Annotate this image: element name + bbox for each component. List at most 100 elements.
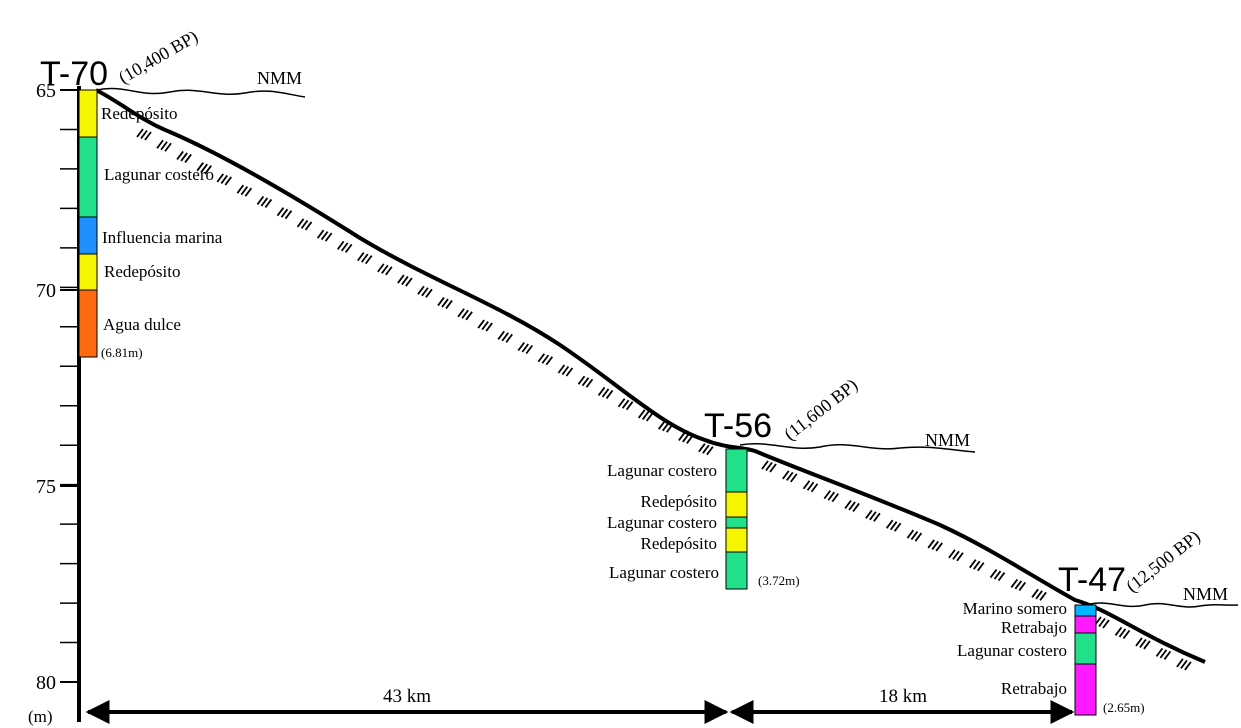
hatch-mark: [164, 142, 172, 152]
hatch-mark: [873, 512, 881, 522]
hatch-mark: [445, 300, 453, 310]
hatch-mark: [686, 434, 694, 444]
hatch-mark: [405, 277, 413, 287]
hatch-mark: [910, 531, 919, 541]
hatch-mark: [1135, 637, 1143, 647]
hatch-mark: [300, 219, 309, 229]
hatch-mark: [1184, 661, 1192, 671]
core-layer: [78, 253, 98, 291]
hatch-mark: [284, 210, 293, 220]
core-age: (10,400 BP): [115, 26, 202, 88]
core-layer: [78, 216, 98, 255]
hatch-mark: [1035, 590, 1043, 600]
core-layer: [725, 551, 748, 590]
core-depth: (3.72m): [758, 573, 800, 588]
hatch-mark: [831, 493, 840, 503]
hatch-mark: [997, 572, 1006, 582]
hatch-mark: [336, 240, 345, 250]
hatch-mark: [465, 311, 473, 321]
hatch-mark: [316, 229, 325, 239]
hatch-mark: [296, 218, 305, 228]
core-age: (11,600 BP): [780, 375, 862, 445]
layer-label: Redepósito: [641, 492, 718, 511]
hatch-mark: [889, 521, 898, 531]
hatch-mark: [357, 252, 365, 262]
hatch-mark: [952, 550, 960, 560]
hatch-mark: [561, 365, 570, 376]
hatch-mark: [682, 433, 690, 443]
hatch-mark: [136, 128, 144, 138]
layer-label: Lagunar costero: [607, 461, 717, 480]
hatch-mark: [537, 353, 546, 363]
hatch-mark: [521, 343, 530, 353]
hatch-mark: [585, 378, 594, 388]
hatch-mark: [605, 389, 614, 400]
hatch-mark: [1014, 580, 1023, 590]
core-layer: [78, 89, 98, 138]
hatch-mark: [276, 207, 285, 217]
hatch-mark: [517, 341, 526, 352]
hatch-mark: [244, 187, 253, 197]
hatch-mark: [1031, 588, 1039, 598]
hatch-mark: [790, 473, 798, 483]
hatch-mark: [906, 529, 915, 539]
hatch-mark: [645, 412, 654, 422]
hatch-mark: [421, 287, 429, 297]
hatch-mark: [377, 263, 385, 273]
hatch-mark: [844, 499, 852, 510]
hatch-mark: [481, 321, 489, 331]
hatch-mark: [935, 542, 943, 552]
hatch-mark: [260, 197, 269, 207]
hatch-mark: [441, 298, 449, 308]
hatch-mark: [344, 243, 353, 253]
hatch-mark: [810, 483, 819, 493]
hatch-mark: [1098, 617, 1106, 628]
hatch-mark: [761, 460, 769, 470]
layer-label: Lagunar costero: [957, 641, 1067, 660]
hatch-mark: [477, 319, 485, 329]
hatch-mark: [340, 242, 349, 252]
layer-label: Influencia marina: [102, 228, 223, 247]
hatch-mark: [1018, 581, 1027, 591]
hatch-mark: [617, 398, 626, 408]
hatch-mark: [621, 399, 630, 409]
hatch-mark: [806, 481, 815, 491]
core-id: T-47: [1058, 561, 1126, 599]
hatch-mark: [236, 184, 245, 194]
sea-level-line-t47: [1089, 602, 1239, 608]
hatch-mark: [324, 232, 333, 242]
core-layer: [1074, 663, 1097, 716]
hatch-mark: [264, 198, 273, 208]
hatch-mark: [914, 532, 923, 542]
hatch-mark: [581, 377, 590, 387]
hatch-mark: [658, 420, 666, 430]
sea-level-label: NMM: [1183, 584, 1228, 604]
hatch-mark: [425, 288, 433, 298]
hatch-mark: [144, 131, 152, 141]
hatch-mark: [1155, 647, 1164, 657]
core-layer: [725, 491, 748, 518]
hatch-mark: [885, 519, 894, 529]
layer-label: Agua dulce: [103, 315, 181, 334]
core-layer: [1074, 632, 1097, 665]
hatch-mark: [678, 431, 686, 441]
core-id: T-70: [40, 55, 108, 93]
hatch-mark: [457, 308, 465, 318]
terrain-profile: [95, 88, 1206, 664]
hatch-mark: [662, 422, 670, 432]
hatch-mark: [969, 559, 977, 569]
hatch-mark: [565, 367, 574, 377]
hatch-mark: [140, 129, 148, 140]
core-layer: [725, 516, 748, 529]
hatch-mark: [525, 344, 534, 355]
hatch-mark: [1039, 591, 1047, 601]
hatch-mark: [1122, 629, 1131, 640]
hatch-mark: [1163, 650, 1172, 660]
hatch-mark: [401, 276, 409, 286]
hatch-mark: [156, 139, 164, 149]
hatch-mark: [204, 165, 212, 175]
hatch-mark: [973, 560, 981, 570]
core-t70: T-70 (10,400 BP) Redepósito Lagunar cost…: [40, 26, 223, 360]
hatch-mark: [216, 173, 224, 183]
